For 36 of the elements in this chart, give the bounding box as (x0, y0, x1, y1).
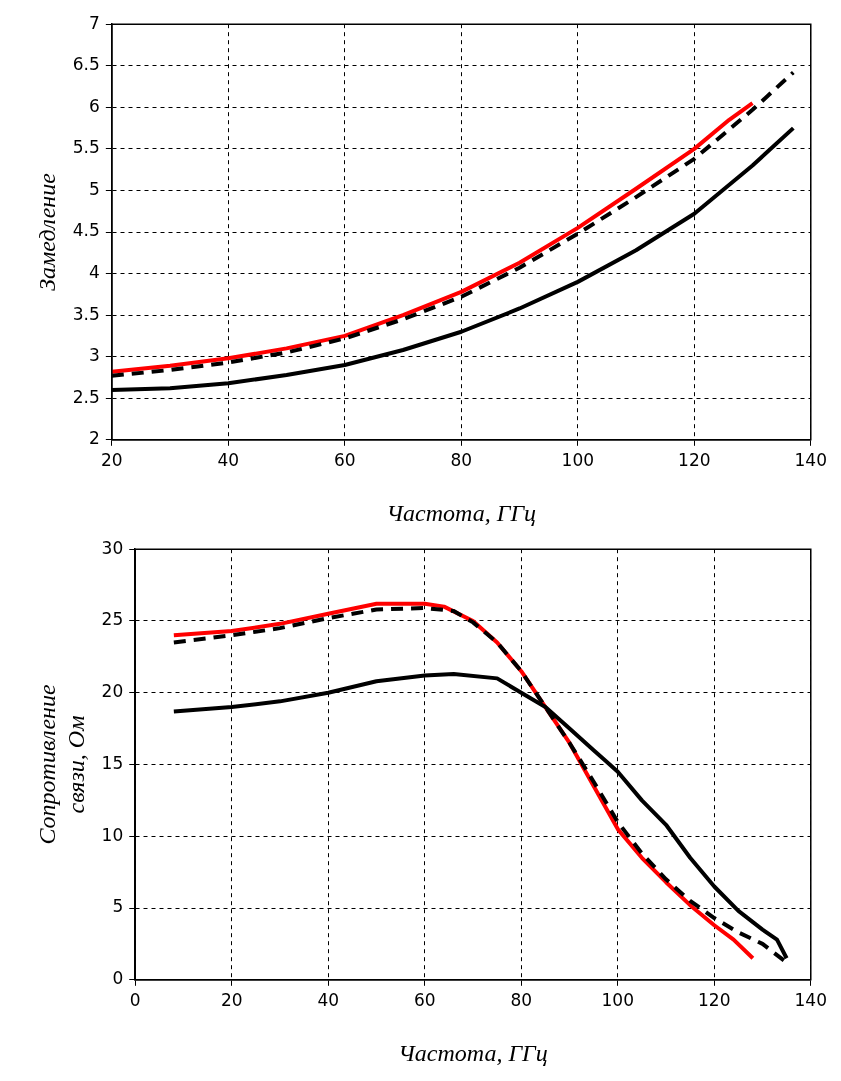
x-tick-label: 140 (794, 450, 827, 471)
y-tick-label: 3 (89, 345, 100, 366)
y-tick-label: 0 (112, 968, 124, 989)
y-axis-title: Замедление (33, 172, 60, 291)
y-tick-label: 2.5 (72, 386, 100, 407)
y-tick-label: 4.5 (72, 220, 100, 241)
y-axis-title: Сопротивление связи, Ом (33, 684, 89, 845)
x-tick-label: 100 (601, 990, 634, 1011)
y-tick-label: 5 (89, 178, 100, 199)
y-tick-label: 30 (101, 537, 124, 558)
y-tick-label: 25 (101, 609, 124, 630)
x-tick-label: 80 (450, 450, 473, 471)
x-axis-title: Частота, ГГц (398, 1039, 548, 1066)
y-tick-label: 4 (89, 261, 100, 282)
x-tick-label: 80 (510, 990, 533, 1011)
x-tick-label: 140 (794, 990, 827, 1011)
x-tick-label: 120 (698, 990, 731, 1011)
y-tick-label: 20 (101, 681, 124, 702)
y-tick-label: 3.5 (72, 303, 100, 324)
y-tick-label: 15 (101, 752, 124, 773)
y-tick-label: 10 (101, 824, 124, 845)
x-tick-label: 60 (413, 990, 436, 1011)
x-tick-label: 60 (334, 450, 356, 471)
x-tick-label: 20 (220, 990, 243, 1011)
y-tick-label: 2 (89, 428, 100, 449)
x-axis-title: Частота, ГГц (386, 499, 537, 526)
y-tick-label: 5.5 (72, 137, 100, 158)
y-tick-label: 6.5 (72, 54, 100, 75)
x-tick-label: 40 (317, 990, 340, 1011)
x-tick-label: 100 (561, 450, 595, 471)
x-tick-label: 40 (217, 450, 240, 471)
x-tick-label: 0 (129, 990, 141, 1011)
y-tick-label: 6 (89, 95, 100, 116)
x-tick-label: 120 (678, 450, 711, 471)
y-tick-label: 7 (89, 12, 100, 33)
y-tick-label: 5 (112, 896, 124, 917)
